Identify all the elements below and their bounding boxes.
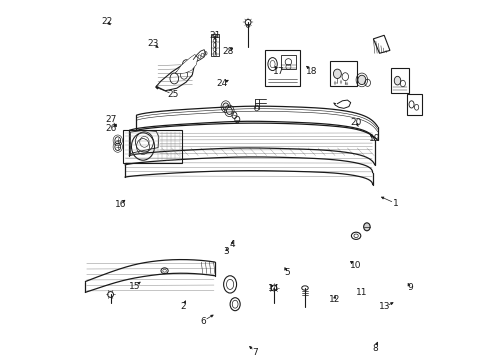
Ellipse shape <box>223 103 228 110</box>
Ellipse shape <box>226 107 232 114</box>
Ellipse shape <box>357 75 365 85</box>
Text: 22: 22 <box>101 17 112 26</box>
Text: 25: 25 <box>167 90 179 99</box>
Text: 15: 15 <box>129 282 140 291</box>
Bar <box>329 61 356 86</box>
Bar <box>265 50 299 86</box>
Text: 16: 16 <box>114 200 126 209</box>
Text: 17: 17 <box>272 67 284 76</box>
Text: 26: 26 <box>105 124 117 133</box>
Bar <box>211 34 218 56</box>
Text: 6: 6 <box>200 317 205 325</box>
Text: 24: 24 <box>216 79 227 88</box>
Text: 11: 11 <box>355 288 367 297</box>
Ellipse shape <box>393 76 400 85</box>
Bar <box>390 68 408 93</box>
Text: 19: 19 <box>368 134 380 143</box>
Text: 14: 14 <box>267 284 279 293</box>
Bar <box>281 55 295 69</box>
Text: 1: 1 <box>392 199 398 208</box>
Text: 2: 2 <box>180 302 186 311</box>
Bar <box>407 94 422 115</box>
Text: 5: 5 <box>284 269 289 277</box>
Text: 12: 12 <box>328 295 340 304</box>
Text: 4: 4 <box>228 240 234 249</box>
Text: 8: 8 <box>371 344 377 353</box>
Ellipse shape <box>363 223 369 231</box>
Text: 7: 7 <box>252 348 258 356</box>
Text: 3: 3 <box>223 248 229 256</box>
Polygon shape <box>175 55 197 73</box>
Text: 28: 28 <box>222 46 234 55</box>
Text: 10: 10 <box>349 261 361 270</box>
Bar <box>122 130 182 163</box>
Polygon shape <box>156 63 194 91</box>
Text: 9: 9 <box>407 284 412 292</box>
Text: 21: 21 <box>209 31 220 40</box>
Text: 13: 13 <box>378 302 390 311</box>
Text: 23: 23 <box>147 40 158 49</box>
Text: 27: 27 <box>105 115 117 124</box>
Text: 20: 20 <box>350 118 361 127</box>
Ellipse shape <box>333 69 341 78</box>
Text: 18: 18 <box>306 67 317 76</box>
